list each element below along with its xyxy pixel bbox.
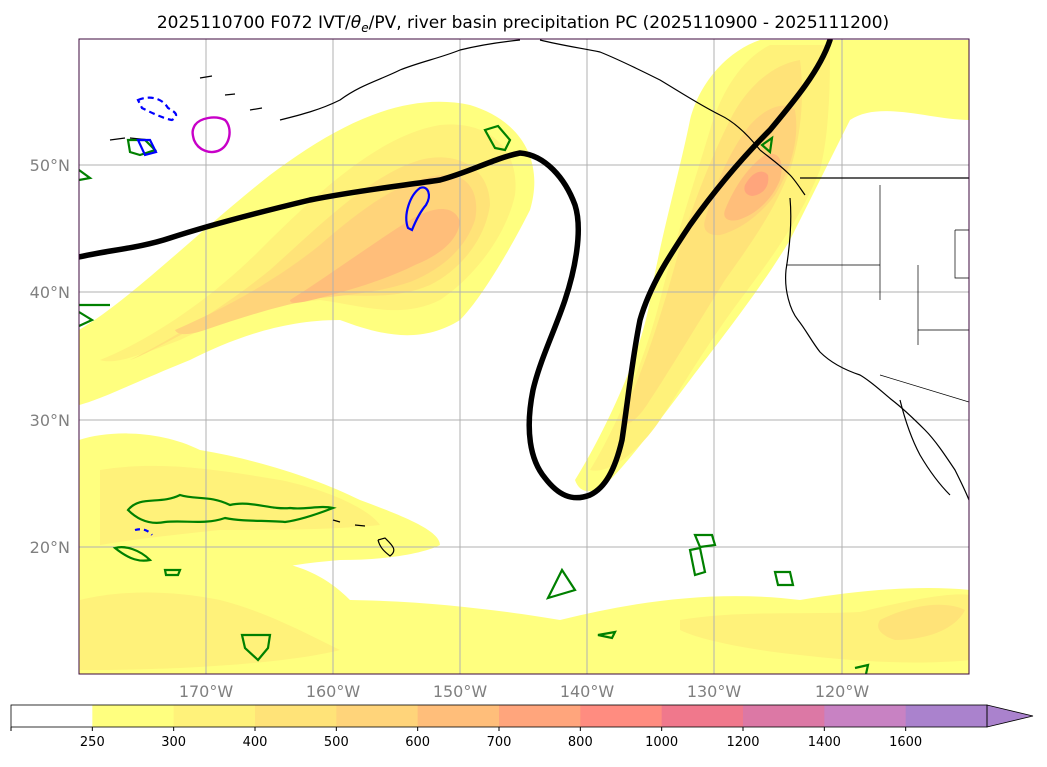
- pv-contour: [79, 39, 833, 501]
- green-contour-se: [854, 663, 870, 674]
- title-valid-range: (2025110900 - 2025111200): [643, 13, 890, 33]
- green-contour-patch-5: [773, 570, 795, 587]
- bc-coastline: [759, 149, 806, 196]
- ivt-level-500-west: [175, 174, 477, 335]
- state-borders: [786, 185, 969, 403]
- blue-contour-dashed-2: [134, 528, 153, 536]
- green-contour-hawaii-small: [112, 546, 153, 562]
- lon-label-150w: 150°W: [433, 682, 488, 701]
- colorbar-segments: [11, 705, 988, 727]
- colorbar-segment: [824, 705, 907, 727]
- colorbar-tick-label: 1400: [808, 735, 841, 750]
- coastlines: [109, 39, 969, 557]
- us-west-coastline: [785, 197, 969, 501]
- hawaii-islands: [332, 519, 395, 557]
- title-fields-suffix: /PV, river basin precipitation PC: [369, 13, 638, 33]
- ivt-level-300-se-right: [680, 594, 969, 663]
- magenta-contour: [191, 116, 231, 154]
- blue-contour-solid-2: [136, 138, 158, 157]
- alaska-islands: [109, 75, 263, 141]
- title-theta-sub: e: [361, 21, 368, 35]
- colorbar-segment: [661, 705, 744, 727]
- lat-label-50n: 50°N: [30, 156, 70, 175]
- colorbar-tick-label: 400: [243, 735, 268, 750]
- lon-label-140w: 140°W: [560, 682, 615, 701]
- colorbar-segment: [743, 705, 825, 727]
- colorbar-tick-label: 600: [405, 735, 430, 750]
- map-frame: [78, 38, 970, 675]
- figure-title: 2025110700 F072 IVT/θe/PV, river basin p…: [157, 13, 889, 35]
- baja-coastline: [899, 399, 951, 496]
- lon-label-170w: 170°W: [179, 682, 234, 701]
- ivt-level-300-southeast: [80, 592, 340, 670]
- green-contour-hawaii-band: [126, 493, 337, 524]
- green-contour-west-edge: [79, 169, 110, 327]
- graticule: [79, 39, 969, 674]
- alaska-coastline: [279, 39, 761, 151]
- green-contour-patch-1: [163, 568, 182, 577]
- ivt-level-700-east: [744, 171, 769, 196]
- colorbar-segment: [499, 705, 581, 727]
- lat-label-30n: 30°N: [30, 411, 70, 430]
- lon-label-160w: 160°W: [306, 682, 361, 701]
- colorbar-tick-label: 300: [161, 735, 186, 750]
- colorbar-segment: [173, 705, 256, 727]
- green-contour-bc: [760, 135, 774, 155]
- colorbar-tick-label: 250: [80, 735, 105, 750]
- title-forecast: F072: [270, 13, 312, 33]
- lat-label-20n: 20°N: [30, 538, 70, 557]
- lat-label-40n: 40°N: [30, 283, 70, 302]
- title-run: 2025110700: [157, 13, 265, 33]
- lon-labels: 170°W 160°W 150°W 140°W 130°W 120°W: [179, 682, 870, 701]
- lon-label-130w: 130°W: [687, 682, 742, 701]
- green-contour-north-1: [483, 124, 512, 152]
- colorbar-tick-label: 1000: [645, 735, 678, 750]
- ivt-level-300-south: [100, 465, 380, 545]
- green-contour-patch-3: [545, 567, 577, 600]
- colorbar-tick-label: 800: [568, 735, 593, 750]
- green-contour-patch-4: [688, 533, 717, 577]
- map-panel: [79, 39, 969, 674]
- colorbar-segment: [417, 705, 500, 727]
- colorbar-tick-label: 1600: [889, 735, 922, 750]
- title-fields-prefix: IVT/: [318, 13, 351, 33]
- colorbar-segment: [580, 705, 663, 727]
- colorbar-tick-label: 500: [324, 735, 349, 750]
- colorbar-ticks: 250 300 400 500 600 700 800 1000 1200 1400 1600: [10, 727, 922, 750]
- colorbar-segment: [336, 705, 419, 727]
- lon-label-120w: 120°W: [815, 682, 870, 701]
- colorbar: 250 300 400 500 600 700 800 1000 1200 1400 1600: [10, 704, 1034, 750]
- blue-contours: [134, 96, 430, 536]
- colorbar-segment: [905, 705, 988, 727]
- green-contours: [79, 124, 870, 674]
- colorbar-extend-arrow: [986, 704, 1034, 728]
- green-contour-patch-6: [597, 630, 617, 640]
- colorbar-segment: [255, 705, 337, 727]
- colorbar-tick-label: 1200: [726, 735, 759, 750]
- lat-labels: 20°N 30°N 40°N 50°N: [30, 156, 70, 557]
- colorbar-segment: [92, 705, 175, 727]
- blue-contour-dashed: [136, 96, 178, 122]
- title-theta: θ: [351, 13, 362, 33]
- blue-contour-solid-1: [405, 186, 430, 232]
- colorbar-segment: [11, 705, 93, 727]
- ivt-level-400-s-right: [878, 604, 965, 640]
- green-contour-patch-2: [240, 633, 272, 662]
- colorbar-tick-label: 700: [487, 735, 512, 750]
